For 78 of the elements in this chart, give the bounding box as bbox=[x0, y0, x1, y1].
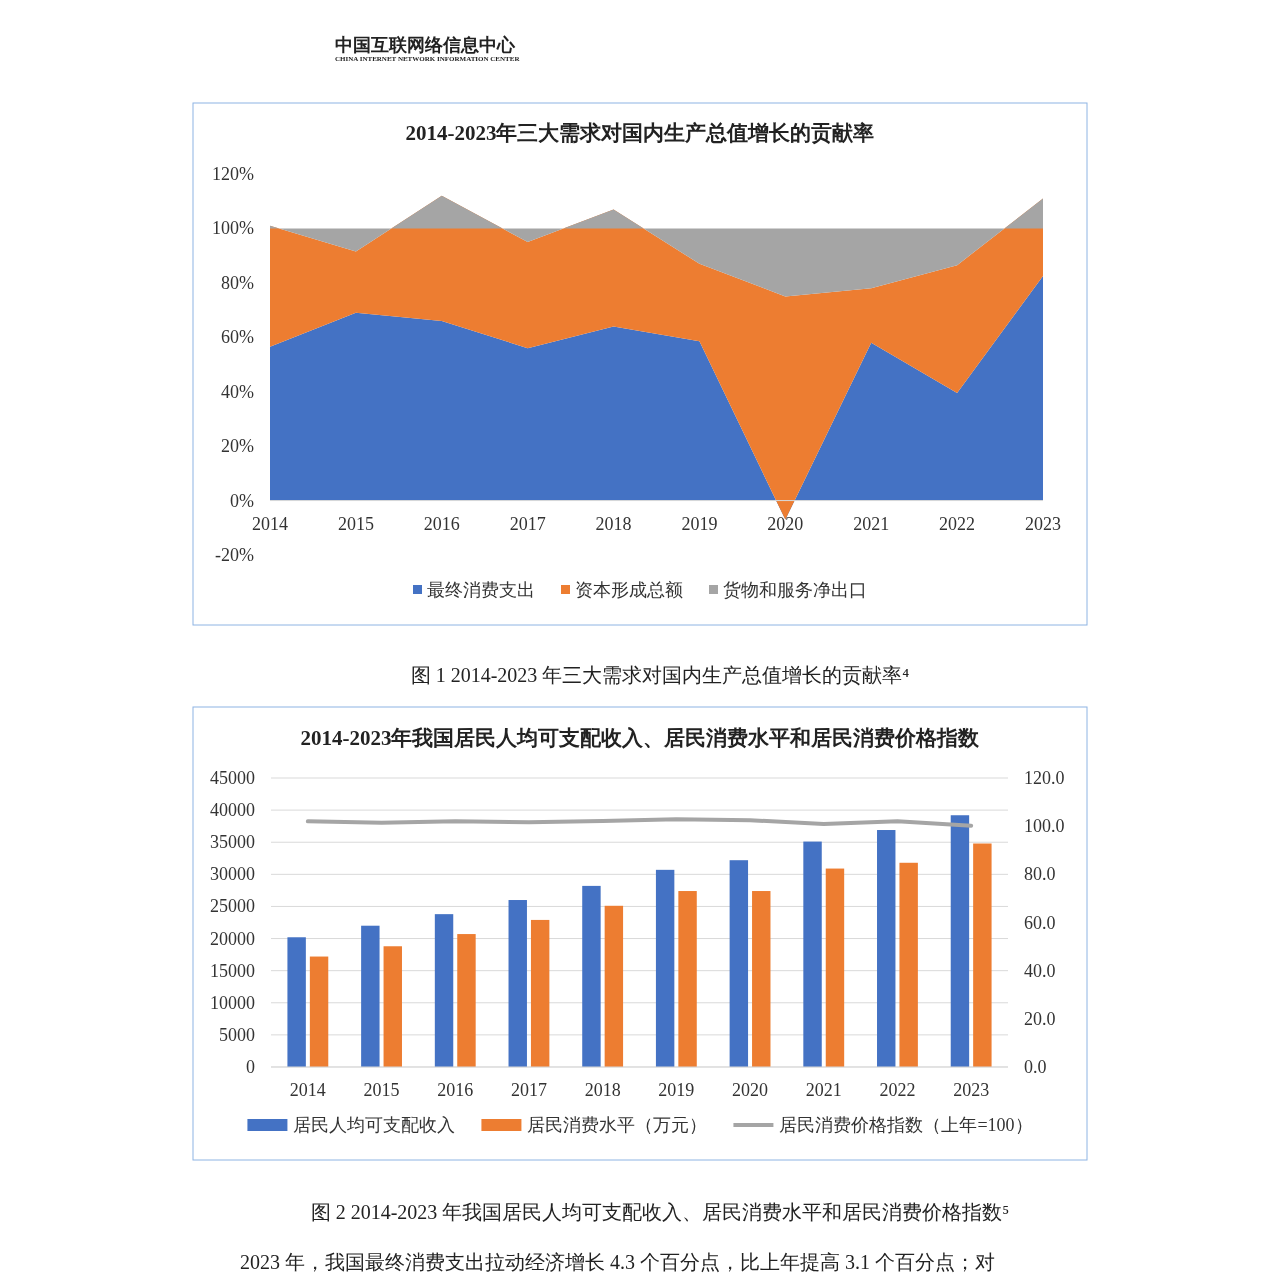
y-tick-label: 40000 bbox=[210, 800, 255, 821]
bar bbox=[508, 900, 527, 1067]
x-tick-label: 2022 bbox=[879, 1080, 916, 1100]
x-tick-label: 2014 bbox=[289, 1080, 326, 1100]
bar bbox=[678, 891, 697, 1067]
y2-tick-label: 20.0 bbox=[1024, 1008, 1056, 1029]
y-tick-label: 120% bbox=[212, 164, 254, 184]
bar bbox=[973, 843, 992, 1067]
x-tick-label: 2020 bbox=[767, 513, 804, 534]
y-tick-label: 30000 bbox=[210, 864, 255, 885]
y-tick-label: 5000 bbox=[219, 1024, 255, 1045]
legend-label: 资本形成总额 bbox=[575, 580, 683, 600]
x-tick-label: 2015 bbox=[363, 1080, 400, 1100]
bar bbox=[309, 956, 329, 1067]
y-tick-label: 100% bbox=[212, 218, 254, 239]
bar bbox=[287, 937, 306, 1067]
bar bbox=[361, 925, 380, 1067]
y-tick-label: 25000 bbox=[210, 896, 255, 917]
y-tick-label: 0 bbox=[246, 1057, 255, 1077]
bar bbox=[530, 919, 550, 1067]
bar bbox=[457, 934, 476, 1067]
y2-tick-label: 40.0 bbox=[1024, 960, 1056, 981]
y-tick-label: 45000 bbox=[210, 768, 255, 788]
legend-label: 居民消费水平（万元） bbox=[527, 1115, 708, 1135]
x-tick-label: 2018 bbox=[595, 513, 632, 534]
bar bbox=[825, 868, 845, 1067]
y-tick-label: 20% bbox=[221, 436, 254, 457]
bar bbox=[877, 830, 896, 1067]
legend-label: 居民人均可支配收入 bbox=[293, 1115, 456, 1135]
bar bbox=[604, 905, 624, 1067]
chart-title: 2014-2023年我国居民人均可支配收入、居民消费水平和居民消费价格指数 bbox=[300, 726, 981, 750]
x-tick-label: 2019 bbox=[681, 513, 718, 534]
x-tick-label: 2017 bbox=[509, 513, 546, 534]
bar bbox=[950, 815, 970, 1067]
y2-tick-label: 100.0 bbox=[1024, 816, 1065, 837]
x-tick-label: 2023 bbox=[1025, 513, 1061, 534]
bar bbox=[434, 914, 454, 1067]
text: 中国互联网络信息中心 bbox=[335, 35, 516, 55]
bar bbox=[803, 841, 822, 1067]
y-tick-label: 0% bbox=[230, 490, 254, 511]
line-series bbox=[305, 817, 974, 828]
x-tick-label: 2018 bbox=[584, 1080, 621, 1100]
y-tick-label: -20% bbox=[215, 545, 254, 565]
x-tick-label: 2021 bbox=[853, 513, 890, 534]
x-tick-label: 2021 bbox=[805, 1080, 842, 1100]
y-tick-label: 15000 bbox=[210, 960, 255, 981]
x-tick-label: 2022 bbox=[939, 513, 976, 534]
bar bbox=[729, 860, 749, 1067]
x-tick-label: 2017 bbox=[510, 1080, 547, 1100]
legend-label: 最终消费支出 bbox=[427, 580, 535, 600]
bar bbox=[383, 946, 402, 1067]
y2-tick-label: 60.0 bbox=[1024, 912, 1056, 933]
bar bbox=[752, 891, 771, 1067]
y-tick-label: 35000 bbox=[210, 832, 255, 853]
bar bbox=[655, 869, 675, 1067]
bar bbox=[899, 862, 918, 1067]
caption: 图 2 2014-2023 年我国居民人均可支配收入、居民消费水平和居民消费价格指数⁵ bbox=[310, 1201, 1010, 1223]
y2-tick-label: 120.0 bbox=[1024, 768, 1065, 788]
x-tick-label: 2014 bbox=[252, 513, 288, 534]
legend-label: 居民消费价格指数（上年=100） bbox=[779, 1115, 1033, 1135]
text: 2023 年，我国最终消费支出拉动经济增长 4.3 个百分点，比上年提高 3.1 个百分点；对 bbox=[240, 1251, 995, 1273]
y-tick-label: 60% bbox=[221, 327, 254, 348]
x-tick-label: 2019 bbox=[658, 1080, 695, 1100]
chart-title: 2014-2023年三大需求对国内生产总值增长的贡献率 bbox=[405, 121, 875, 145]
x-tick-label: 2016 bbox=[437, 1080, 474, 1100]
y-tick-label: 10000 bbox=[210, 992, 255, 1013]
y-tick-label: 20000 bbox=[210, 928, 255, 949]
caption: 图 1 2014-2023 年三大需求对国内生产总值增长的贡献率⁴ bbox=[410, 664, 910, 686]
y2-tick-label: 80.0 bbox=[1024, 864, 1056, 885]
x-tick-label: 2015 bbox=[337, 513, 374, 534]
y2-tick-label: 0.0 bbox=[1024, 1057, 1047, 1077]
y-tick-label: 80% bbox=[221, 272, 254, 293]
bar bbox=[582, 885, 601, 1067]
y-tick-label: 40% bbox=[221, 381, 254, 402]
x-tick-label: 2023 bbox=[953, 1080, 990, 1100]
x-tick-label: 2016 bbox=[423, 513, 460, 534]
legend-label: 货物和服务净出口 bbox=[723, 580, 867, 600]
x-tick-label: 2020 bbox=[732, 1080, 769, 1100]
